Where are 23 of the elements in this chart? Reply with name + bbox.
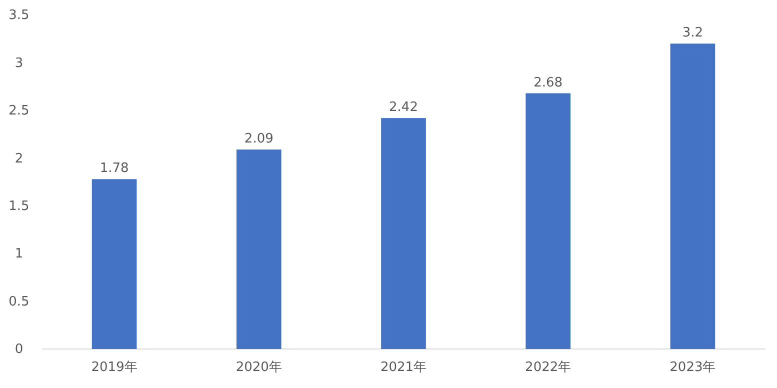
data-label: 2.42 [389,100,418,116]
bar [236,150,282,349]
x-tick-label: 2019年 [91,360,138,376]
data-label: 3.2 [682,26,704,41]
x-tick-label: 2022年 [525,360,572,376]
x-tick-label: 2021年 [380,360,427,376]
x-tick-label: 2020年 [236,360,282,376]
data-label: 2.09 [244,132,274,147]
y-tick-label: 3 [14,56,24,71]
y-tick-label: 0.5 [8,294,30,310]
y-tick-label: 3.5 [8,8,30,24]
data-label: 1.78 [100,161,129,176]
bar [92,179,137,349]
x-tick-label: 2023年 [670,360,716,376]
y-tick-label: 2.5 [8,104,30,119]
y-tick-label: 1 [14,246,24,262]
data-label: 2.68 [534,75,563,90]
bar [670,44,716,349]
y-tick-label: 1.5 [8,199,30,214]
bar [526,93,571,349]
bar [381,118,426,349]
y-tick-label: 0 [14,342,24,358]
y-tick-label: 2 [14,151,24,166]
